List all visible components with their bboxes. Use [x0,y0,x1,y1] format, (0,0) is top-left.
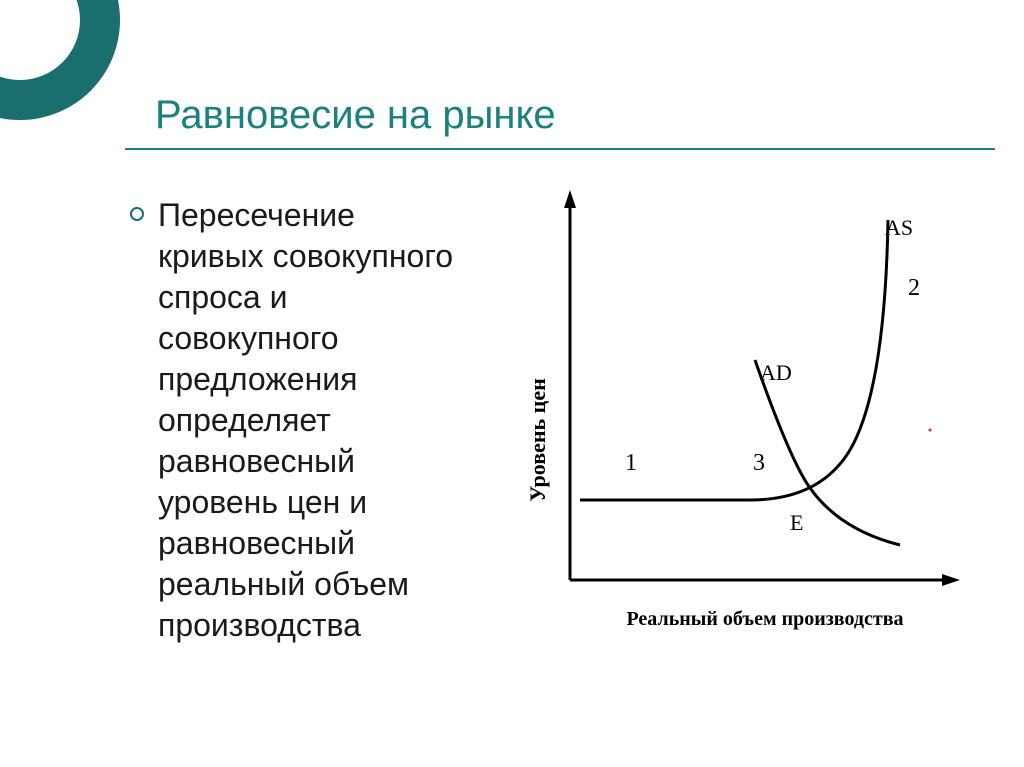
ad-label: AD [760,360,792,385]
region-1-label: 1 [625,450,637,476]
x-axis-label: Реальный объем производства [626,608,903,630]
x-axis-arrow [942,574,960,586]
stray-dot [929,429,932,432]
bullet-icon [130,207,144,221]
region-2-label: 2 [908,275,920,301]
region-3-label: 3 [753,450,765,476]
body-text: Пересечение кривых совокупного спроса и … [158,195,458,645]
bullet-item: Пересечение кривых совокупного спроса и … [130,195,458,645]
content-area: Пересечение кривых совокупного спроса и … [130,195,458,645]
as-label: AS [885,215,913,240]
ad-curve [755,360,900,545]
chart-svg: Уровень цен Реальный объем производства … [490,180,970,640]
title-underline [125,148,995,150]
y-axis-label: Уровень цен [525,378,550,502]
equilibrium-chart: Уровень цен Реальный объем производства … [490,180,970,640]
slide-title: Равновесие на рынке [155,93,556,138]
corner-ring-decoration [0,0,120,120]
y-axis-arrow [564,190,576,208]
e-label: E [790,510,803,535]
